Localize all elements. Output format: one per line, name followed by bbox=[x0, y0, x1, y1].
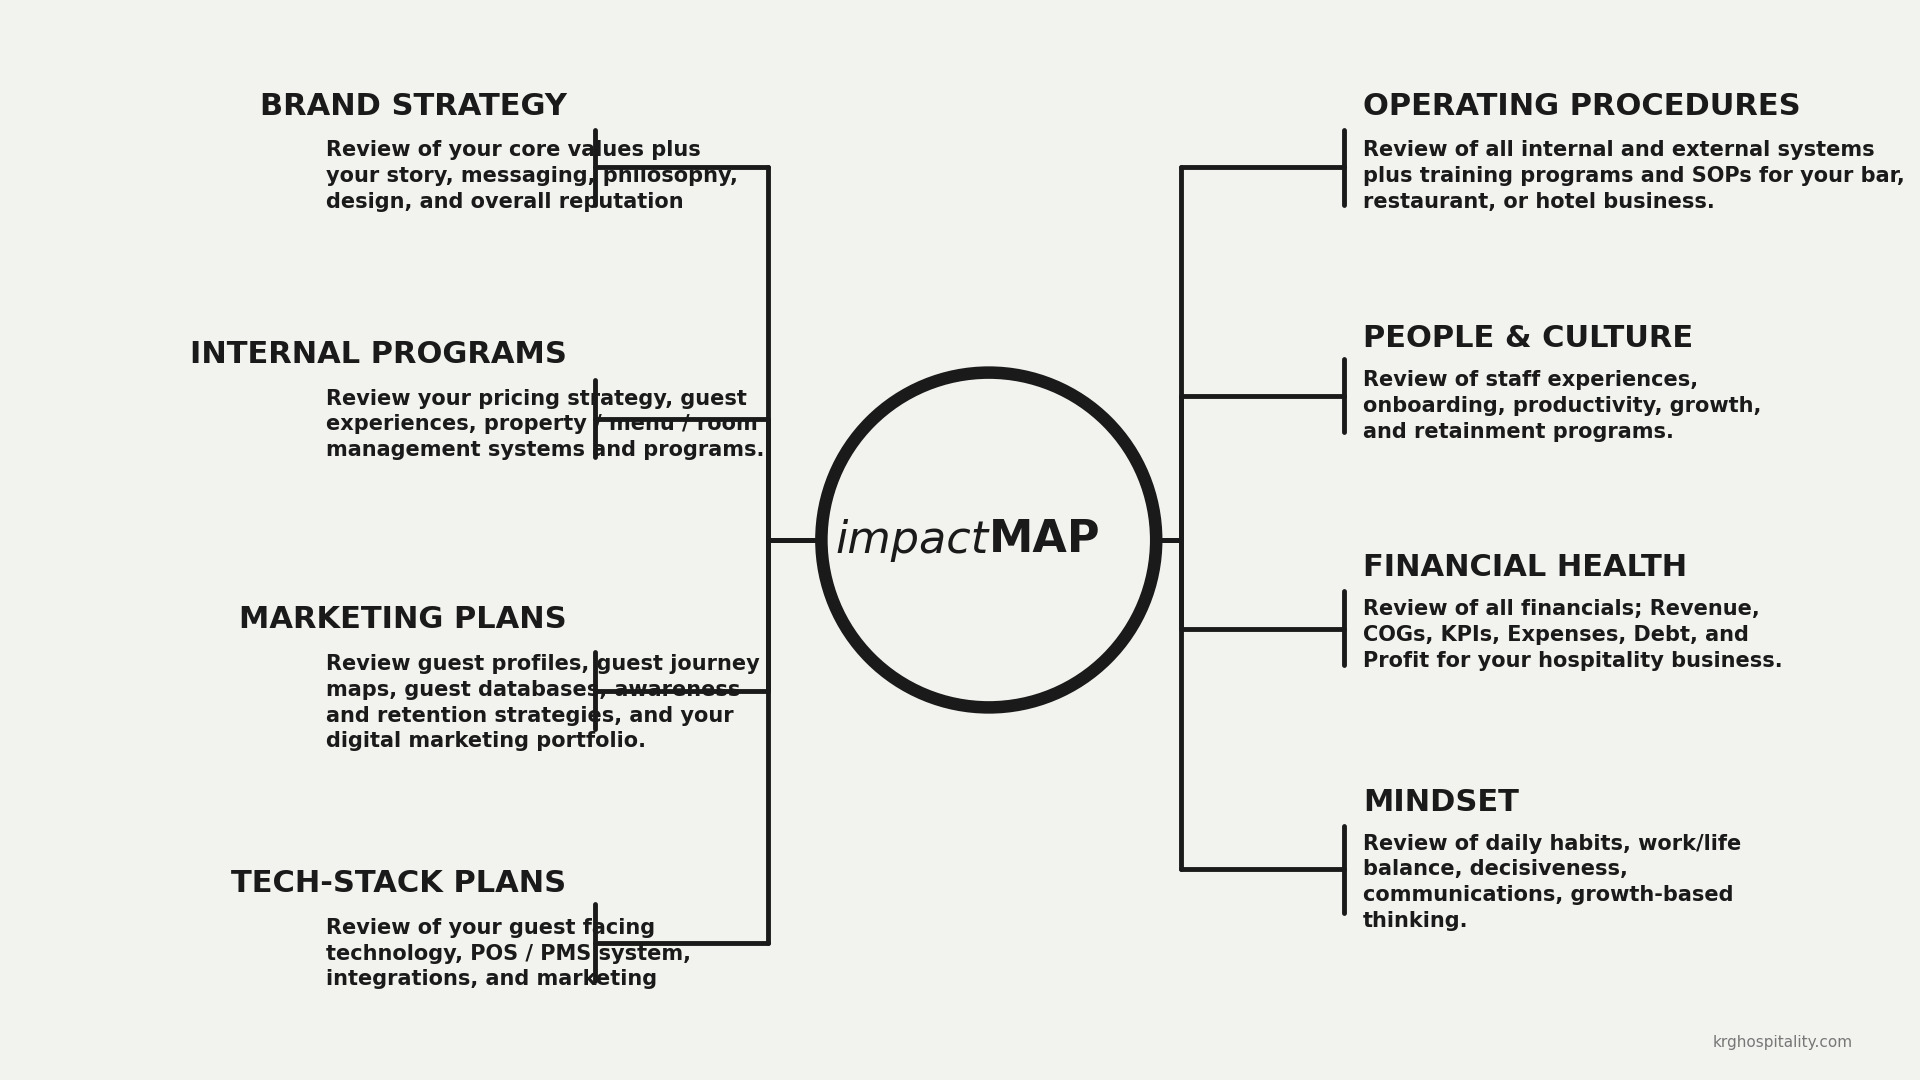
Text: Review of all internal and external systems
plus training programs and SOPs for : Review of all internal and external syst… bbox=[1363, 140, 1905, 212]
Text: Review of daily habits, work/life
balance, decisiveness,
communications, growth-: Review of daily habits, work/life balanc… bbox=[1363, 834, 1741, 931]
Text: OPERATING PROCEDURES: OPERATING PROCEDURES bbox=[1363, 92, 1801, 121]
Text: MINDSET: MINDSET bbox=[1363, 788, 1519, 818]
Text: Review of your guest facing
technology, POS / PMS system,
integrations, and mark: Review of your guest facing technology, … bbox=[326, 918, 691, 989]
Text: MARKETING PLANS: MARKETING PLANS bbox=[238, 605, 566, 634]
Text: TECH-STACK PLANS: TECH-STACK PLANS bbox=[230, 869, 566, 899]
Text: Review your pricing strategy, guest
experiences, property / menu / room
manageme: Review your pricing strategy, guest expe… bbox=[326, 389, 764, 460]
Text: FINANCIAL HEALTH: FINANCIAL HEALTH bbox=[1363, 553, 1688, 582]
Text: impact: impact bbox=[835, 518, 989, 562]
Text: Review of staff experiences,
onboarding, productivity, growth,
and retainment pr: Review of staff experiences, onboarding,… bbox=[1363, 370, 1761, 442]
Text: krghospitality.com: krghospitality.com bbox=[1713, 1035, 1853, 1050]
Text: BRAND STRATEGY: BRAND STRATEGY bbox=[259, 92, 566, 121]
Text: Review of all financials; Revenue,
COGs, KPIs, Expenses, Debt, and
Profit for yo: Review of all financials; Revenue, COGs,… bbox=[1363, 599, 1784, 671]
Text: MAP: MAP bbox=[989, 518, 1100, 562]
Text: PEOPLE & CULTURE: PEOPLE & CULTURE bbox=[1363, 324, 1693, 353]
Text: Review of your core values plus
your story, messaging, philosophy,
design, and o: Review of your core values plus your sto… bbox=[326, 140, 739, 212]
Text: INTERNAL PROGRAMS: INTERNAL PROGRAMS bbox=[190, 340, 566, 369]
Text: Review guest profiles, guest journey
maps, guest databases, awareness
and retent: Review guest profiles, guest journey map… bbox=[326, 654, 760, 752]
